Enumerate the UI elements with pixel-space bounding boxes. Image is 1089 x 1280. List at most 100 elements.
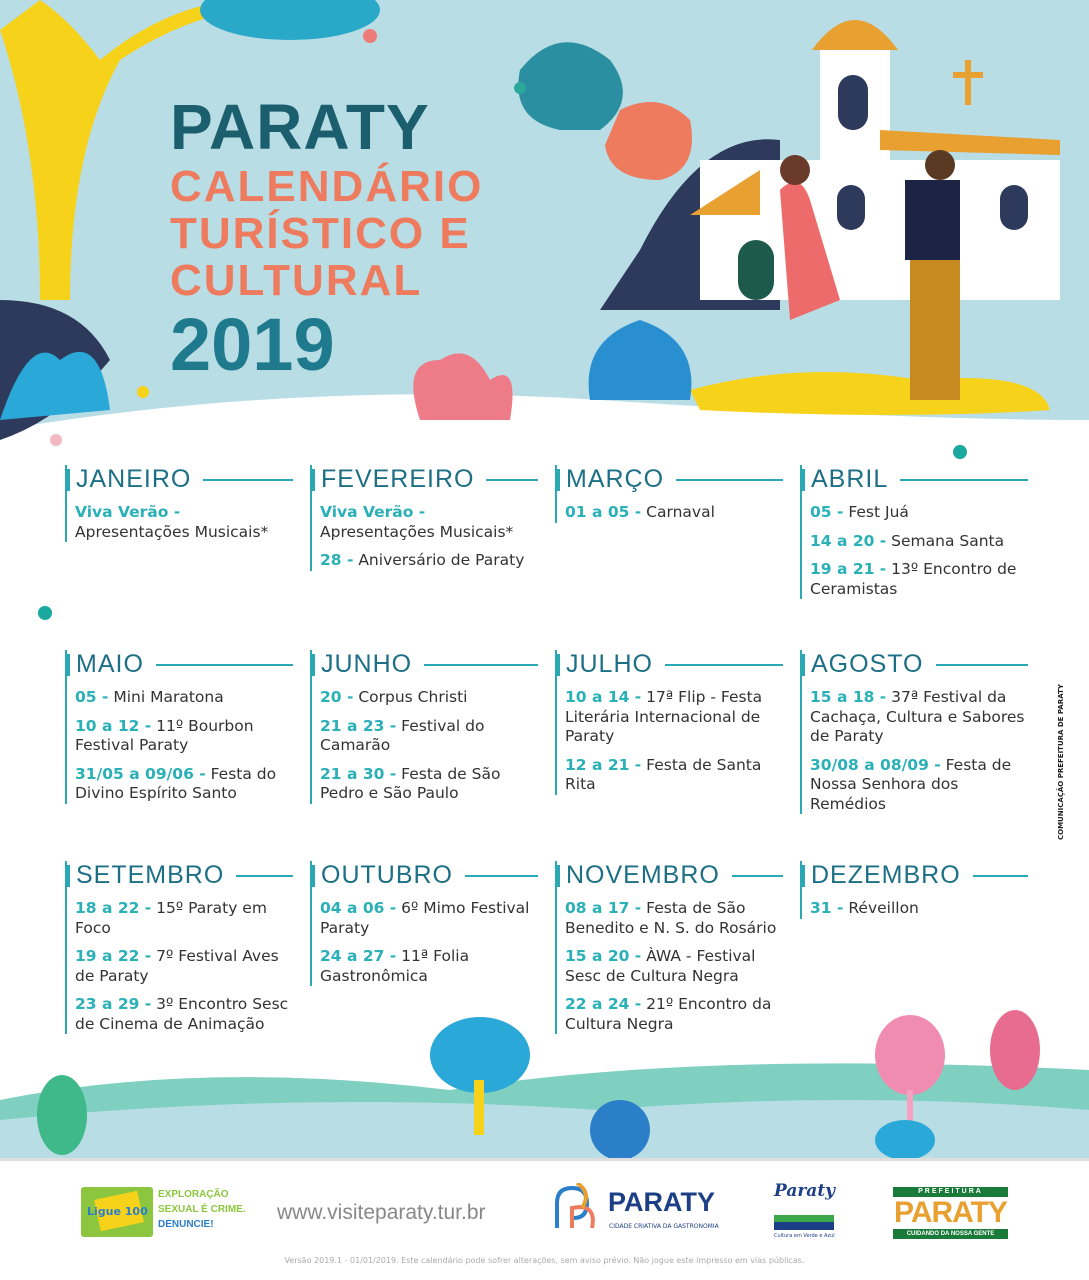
event-item: 05 - Fest Juá bbox=[810, 503, 1028, 523]
month-marker bbox=[800, 653, 805, 676]
event-item: 05 - Mini Maratona bbox=[75, 688, 293, 708]
event-date: 05 - bbox=[810, 503, 844, 521]
divider bbox=[465, 874, 538, 877]
event-title: 17ª Flip - Festa Literária Internacional… bbox=[565, 688, 763, 745]
event-item: 22 a 24 - 21º Encontro da Cultura Negra bbox=[565, 995, 783, 1034]
event-date: 30/08 a 08/09 - bbox=[810, 755, 941, 774]
event-date: 01 a 05 - bbox=[565, 503, 642, 521]
event-title: 21º Encontro da Cultura Negra bbox=[565, 995, 772, 1033]
month-header: SETEMBRO bbox=[65, 861, 293, 890]
ligue-brand: Ligue 100 bbox=[87, 1205, 148, 1218]
divider bbox=[486, 478, 538, 481]
event-item: 08 a 17 - Festa de São Benedito e N. S. … bbox=[565, 899, 783, 938]
event-item: 10 a 14 - 17ª Flip - Festa Literária Int… bbox=[565, 688, 783, 747]
month-name: OUTUBRO bbox=[321, 861, 453, 889]
prefeitura-logo: PREFEITURA PARATY CUIDANDO DA NOSSA GENT… bbox=[893, 1187, 1008, 1239]
verde-sub: Cultura em Verde e Azul bbox=[774, 1233, 835, 1239]
ligue-line-2: SEXUAL É CRIME. bbox=[158, 1204, 246, 1215]
month-maio: MAIO 05 - Mini Maratona 10 a 12 - 11º Bour… bbox=[65, 650, 293, 804]
month-header: JANEIRO bbox=[65, 465, 293, 494]
event-item: 12 a 21 - Festa de Santa Rita bbox=[565, 756, 783, 795]
yellow-tree bbox=[0, 0, 240, 300]
event-item: 15 a 20 - ÀWA - Festival Sesc de Cultura… bbox=[565, 947, 783, 986]
event-item: 19 a 22 - 7º Festival Aves de Paraty bbox=[75, 947, 293, 986]
divider bbox=[155, 663, 293, 666]
event-date: Viva Verão - bbox=[75, 503, 181, 521]
event-date: 08 a 17 - bbox=[565, 899, 642, 917]
website-link[interactable]: www.visiteparaty.tur.br bbox=[277, 1201, 486, 1224]
event-title: 11ª Folia Gastronômica bbox=[320, 947, 470, 985]
event-date: 15 a 20 - bbox=[565, 947, 642, 965]
event-item: 31/05 a 09/06 - Festa do Divino Espírito… bbox=[75, 765, 293, 804]
month-header: ABRIL bbox=[800, 465, 1028, 494]
event-title: Apresentações Musicais* bbox=[320, 522, 514, 541]
prefeitura-sub: CUIDANDO DA NOSSA GENTE bbox=[906, 1231, 995, 1237]
poster-title: PARATY CALENDÁRIO TURÍSTICO E CULTURAL 2… bbox=[170, 95, 483, 382]
ligue-line-1: EXPLORAÇÃO bbox=[158, 1189, 229, 1200]
month-dezembro: DEZEMBRO 31 - Réveillon bbox=[800, 861, 1028, 919]
event-item: 28 - Aniversário de Paraty bbox=[320, 551, 538, 571]
event-date: Viva Verão - bbox=[320, 503, 426, 521]
month-marker bbox=[800, 864, 805, 887]
event-item: 23 a 29 - 3º Encontro Sesc de Cinema de … bbox=[75, 995, 293, 1034]
event-item: 31 - Réveillon bbox=[810, 899, 1028, 919]
version-note: Versão 2019.1 - 01/01/2019. Este calendá… bbox=[284, 1256, 805, 1265]
event-title: Festa de Santa Rita bbox=[565, 755, 762, 794]
month-marker bbox=[310, 653, 315, 676]
divider bbox=[424, 663, 538, 666]
event-item: 20 - Corpus Christi bbox=[320, 688, 538, 708]
event-date: 31 - bbox=[810, 899, 844, 917]
event-item: 30/08 a 08/09 - Festa de Nossa Senhora d… bbox=[810, 756, 1028, 815]
month-name: JUNHO bbox=[321, 650, 413, 678]
month-junho: JUNHO 20 - Corpus Christi 21 a 23 - Festiv… bbox=[310, 650, 538, 804]
month-abril: ABRIL 05 - Fest Juá 14 a 20 - Semana Santa… bbox=[800, 465, 1028, 599]
title-line-4: CULTURAL bbox=[170, 256, 423, 305]
spiral-icon bbox=[555, 1181, 595, 1229]
month-name: ABRIL bbox=[811, 465, 889, 493]
gastro-sub: CIDADE CRIATIVA DA GASTRONOMIA bbox=[609, 1223, 719, 1230]
prefeitura-name: PARATY bbox=[893, 1196, 1008, 1229]
month-name: JULHO bbox=[566, 650, 653, 678]
event-item: 19 a 21 - 13º Encontro de Ceramistas bbox=[810, 560, 1028, 599]
event-date: 23 a 29 - bbox=[75, 995, 152, 1013]
event-date: 24 a 27 - bbox=[320, 947, 397, 965]
event-item: 21 a 30 - Festa de São Pedro e São Paulo bbox=[320, 765, 538, 804]
event-title: Fest Juá bbox=[843, 503, 909, 521]
event-date: 21 a 30 - bbox=[320, 764, 397, 783]
event-item: 10 a 12 - 11º Bourbon Festival Paraty bbox=[75, 717, 293, 756]
paraty-gastronomia-logo: PARATY CIDADE CRIATIVA DA GASTRONOMIA bbox=[552, 1181, 719, 1237]
month-header: NOVEMBRO bbox=[555, 861, 783, 890]
verde-name: Paraty bbox=[774, 1181, 836, 1201]
month-name: SETEMBRO bbox=[76, 861, 225, 889]
event-item: 18 a 22 - 15º Paraty em Foco bbox=[75, 899, 293, 938]
month-name: DEZEMBRO bbox=[811, 861, 961, 889]
month-março: MARÇO 01 a 05 - Carnaval bbox=[555, 465, 783, 523]
event-date: 10 a 12 - bbox=[75, 716, 152, 735]
month-name: MARÇO bbox=[566, 465, 665, 493]
month-marker bbox=[65, 653, 70, 676]
month-marker bbox=[310, 864, 315, 887]
event-title: Réveillon bbox=[843, 899, 919, 917]
event-item: 24 a 27 - 11ª Folia Gastronômica bbox=[320, 947, 538, 986]
ligue-line-3: DENUNCIE! bbox=[158, 1219, 214, 1230]
month-header: OUTUBRO bbox=[310, 861, 538, 890]
month-fevereiro: FEVEREIRO Viva Verão - Apresentações Musi… bbox=[310, 465, 538, 571]
month-janeiro: JANEIRO Viva Verão - Apresentações Musica… bbox=[65, 465, 293, 542]
month-name: AGOSTO bbox=[811, 650, 924, 678]
month-header: JULHO bbox=[555, 650, 783, 679]
event-date: 19 a 21 - bbox=[810, 560, 887, 578]
month-marker bbox=[555, 468, 560, 491]
event-date: 12 a 21 - bbox=[565, 755, 642, 774]
event-date: 19 a 22 - bbox=[75, 947, 152, 965]
month-novembro: NOVEMBRO 08 a 17 - Festa de São Benedito … bbox=[555, 861, 783, 1034]
divider bbox=[664, 663, 783, 666]
event-date: 21 a 23 - bbox=[320, 716, 397, 735]
divider bbox=[676, 478, 783, 481]
event-title: ÀWA - Festival Sesc de Cultura Negra bbox=[565, 947, 756, 985]
month-marker bbox=[800, 468, 805, 491]
event-date: 22 a 24 - bbox=[565, 995, 642, 1013]
event-title: 37ª Festival da Cachaça, Cultura e Sabor… bbox=[810, 688, 1025, 745]
event-date: 20 - bbox=[320, 688, 354, 706]
event-item: 04 a 06 - 6º Mimo Festival Paraty bbox=[320, 899, 538, 938]
event-title: Festa de São Pedro e São Paulo bbox=[320, 764, 501, 803]
